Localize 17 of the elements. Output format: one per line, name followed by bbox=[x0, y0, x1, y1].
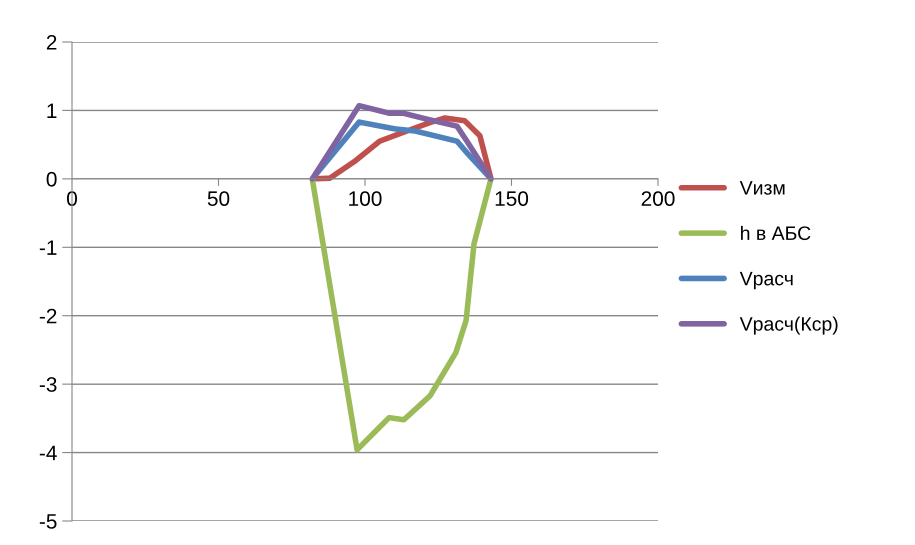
y-tick-label: -4 bbox=[40, 446, 57, 460]
x-tick-label: 50 bbox=[208, 191, 230, 206]
legend-label: Vрасч bbox=[740, 272, 793, 290]
y-tick-label: -3 bbox=[40, 377, 57, 392]
x-tick-label: 150 bbox=[496, 191, 528, 206]
legend-label: Vизм bbox=[740, 181, 784, 195]
legend-label: h в АБС bbox=[741, 226, 810, 240]
x-tick-label: 200 bbox=[642, 191, 675, 206]
y-tick-label: -1 bbox=[40, 240, 56, 255]
y-tick-label: -2 bbox=[40, 308, 56, 324]
legend-label: Vрасч(Кср) bbox=[740, 316, 838, 335]
y-tick-label: 0 bbox=[46, 172, 57, 187]
x-tick-label: 100 bbox=[349, 191, 382, 206]
y-tick-label: -5 bbox=[40, 514, 57, 529]
y-tick-label: 1 bbox=[47, 104, 56, 118]
x-tick-label: 0 bbox=[67, 191, 77, 206]
y-tick-label: 2 bbox=[46, 35, 56, 50]
